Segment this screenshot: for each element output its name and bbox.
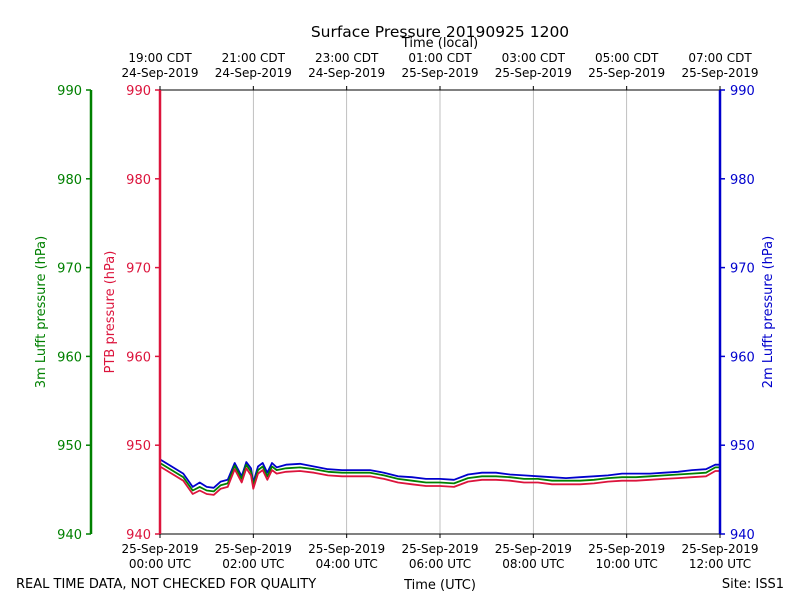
top-tick-date: 24-Sep-2019 [121,66,198,80]
top-tick-time: 21:00 CDT [222,51,286,65]
top-axis-label: Time (local) [401,36,478,51]
luft3m-tick-label: 980 [57,173,82,188]
top-tick-time: 01:00 CDT [408,51,472,65]
top-tick-date: 24-Sep-2019 [308,66,385,80]
top-tick-time: 19:00 CDT [128,51,192,65]
top-tick-date: 25-Sep-2019 [495,66,572,80]
luft2m-axis-title: 2m Lufft pressure (hPa) [761,236,776,388]
bottom-tick-time: 04:00 UTC [316,557,378,571]
ptb-tick-label: 950 [126,439,151,454]
bottom-tick-date: 25-Sep-2019 [401,542,478,556]
luft2m-tick-label: 940 [730,528,755,543]
luft3m-tick-label: 940 [57,528,82,543]
ptb-tick-label: 980 [126,173,151,188]
top-tick-time: 07:00 CDT [688,51,752,65]
top-tick-date: 24-Sep-2019 [215,66,292,80]
ptb-tick-label: 970 [126,262,151,277]
top-tick-time: 05:00 CDT [595,51,659,65]
bottom-tick-time: 10:00 UTC [596,557,658,571]
bottom-tick-time: 00:00 UTC [129,557,191,571]
series-line-1 [159,462,720,493]
luft2m-tick-label: 980 [730,173,755,188]
ptb-axis-title: PTB pressure (hPa) [103,251,118,374]
luft2m-tick-label: 990 [730,84,755,99]
top-tick-date: 25-Sep-2019 [401,66,478,80]
top-tick-time: 23:00 CDT [315,51,379,65]
bottom-tick-time: 06:00 UTC [409,557,471,571]
series-line-2 [159,465,720,496]
luft3m-axis-title: 3m Lufft pressure (hPa) [34,236,49,388]
axes [86,86,725,538]
ptb-tick-label: 940 [126,528,151,543]
luft2m-tick-label: 970 [730,262,755,277]
bottom-tick-time: 12:00 UTC [689,557,751,571]
grid-lines [252,90,628,534]
bottom-tick-date: 25-Sep-2019 [588,542,665,556]
ptb-tick-label: 990 [126,84,151,99]
bottom-tick-time: 02:00 UTC [222,557,284,571]
bottom-tick-date: 25-Sep-2019 [215,542,292,556]
series-line-0 [159,458,720,489]
tick-labels: 940 950 960 970 980 990 PTB pressure (hPa) 940 9… [34,51,776,571]
quality-notice: REAL TIME DATA, NOT CHECKED FOR QUALITY [16,577,316,592]
ptb-tick-label: 960 [126,350,151,365]
bottom-tick-date: 25-Sep-2019 [681,542,758,556]
luft2m-tick-label: 950 [730,439,755,454]
bottom-tick-date: 25-Sep-2019 [495,542,572,556]
top-tick-time: 03:00 CDT [502,51,566,65]
luft3m-tick-label: 970 [57,262,82,277]
bottom-axis-label: Time (UTC) [403,578,476,593]
luft2m-tick-label: 960 [730,350,755,365]
series-lines [159,458,720,496]
chart-title: Surface Pressure 20190925 1200 [311,23,569,41]
bottom-tick-date: 25-Sep-2019 [308,542,385,556]
luft3m-tick-label: 950 [57,439,82,454]
bottom-tick-time: 08:00 UTC [502,557,564,571]
top-tick-date: 25-Sep-2019 [588,66,665,80]
luft3m-tick-label: 990 [57,84,82,99]
bottom-tick-date: 25-Sep-2019 [121,542,198,556]
luft3m-tick-label: 960 [57,350,82,365]
top-tick-date: 25-Sep-2019 [681,66,758,80]
site-label: Site: ISS1 [722,577,784,592]
